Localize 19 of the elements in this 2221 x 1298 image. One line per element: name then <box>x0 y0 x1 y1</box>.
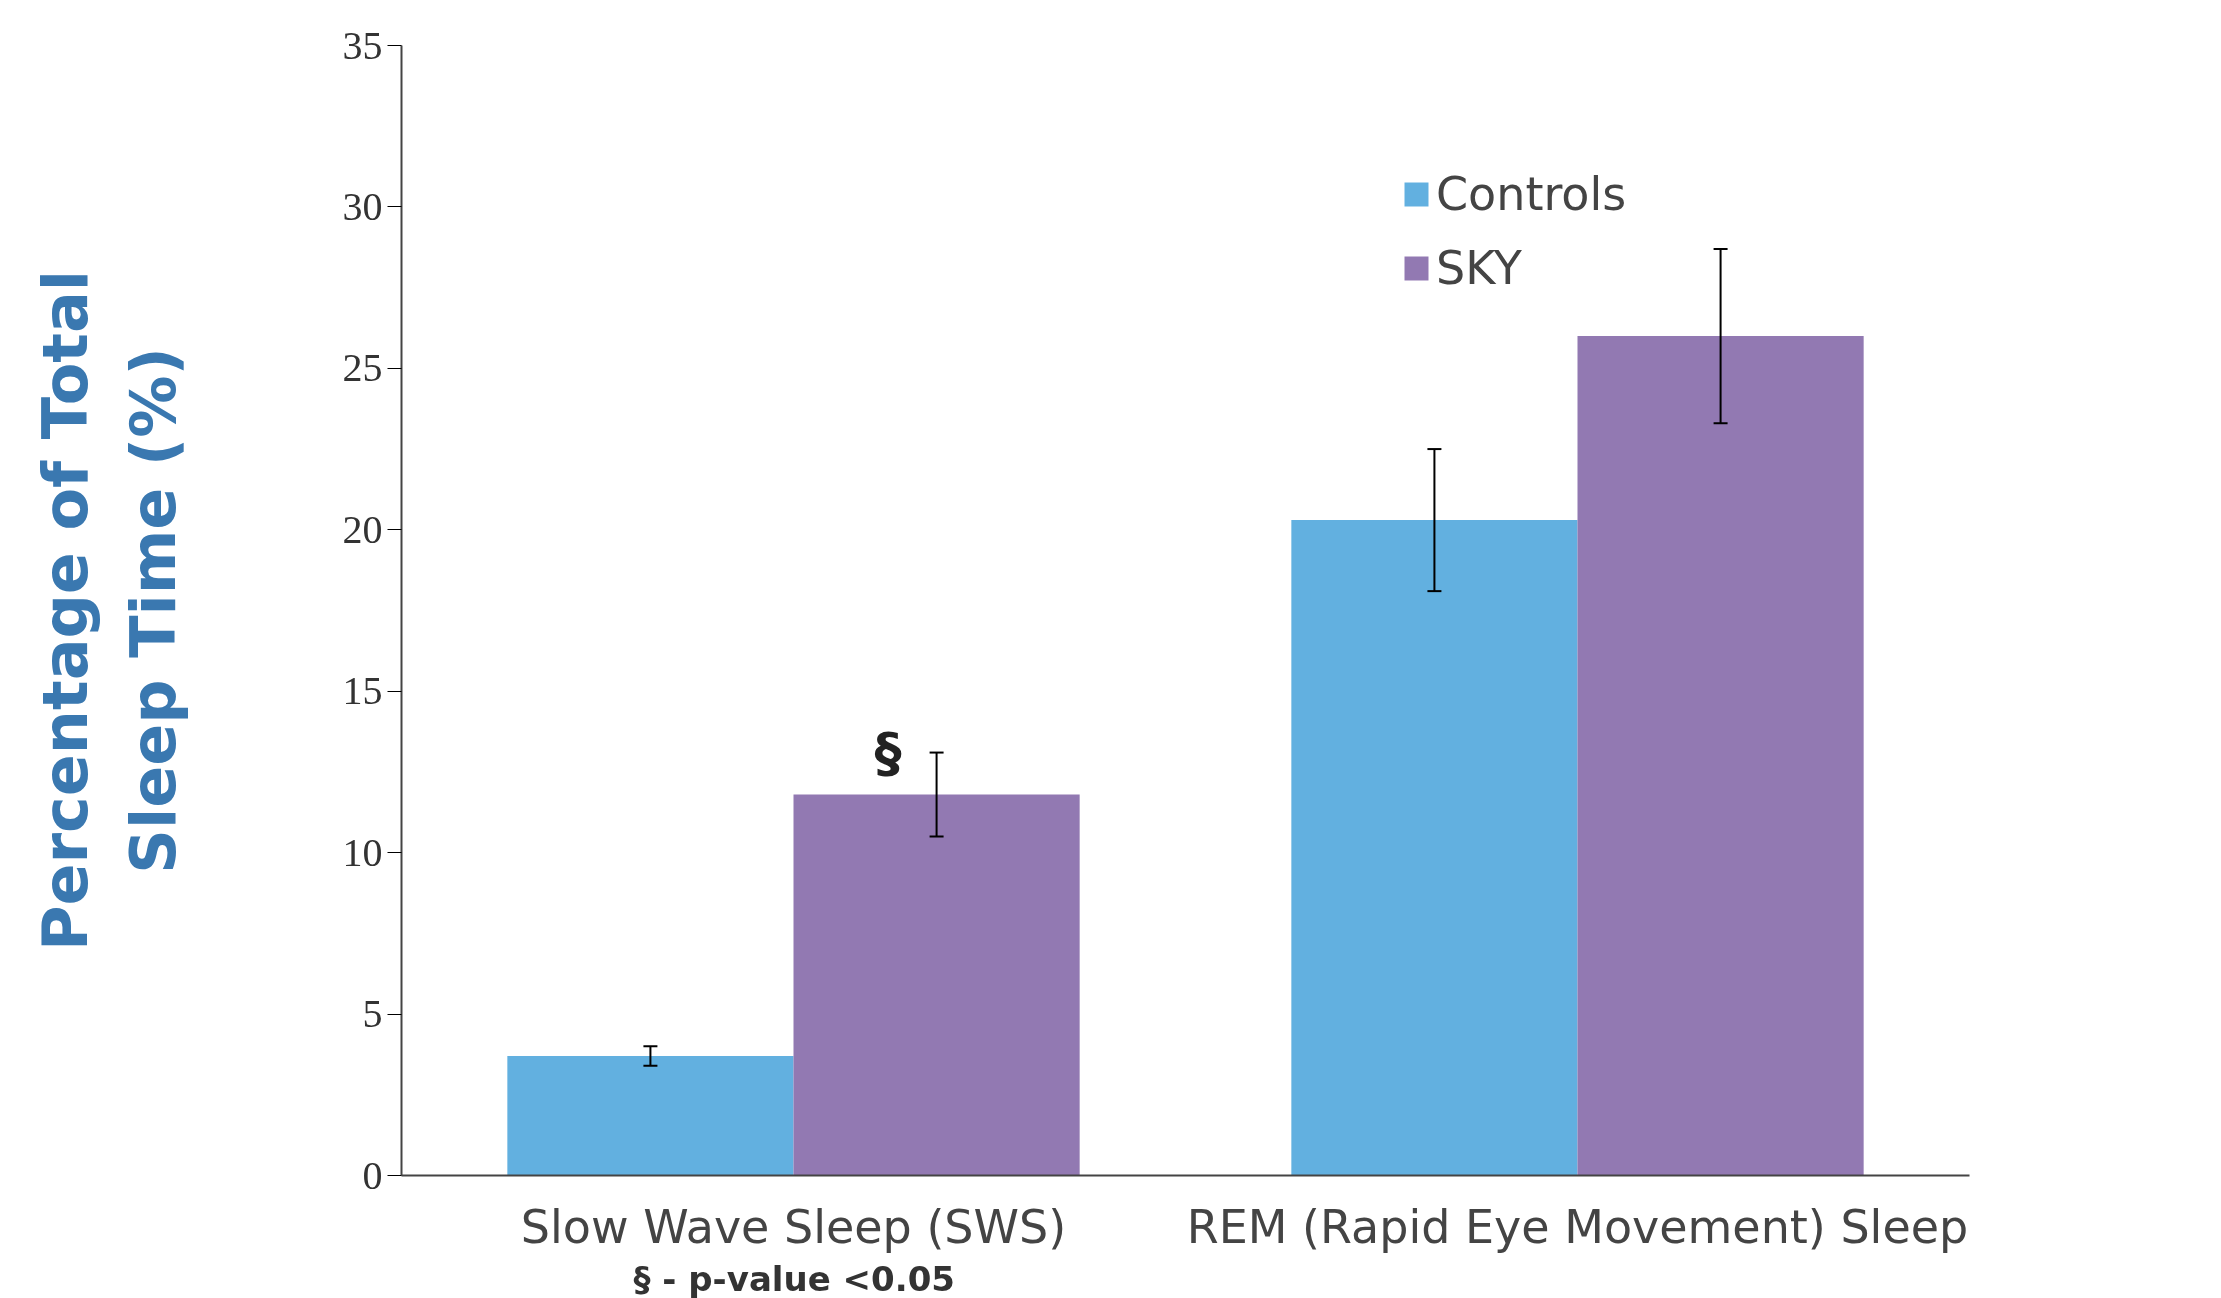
annotation: § <box>874 721 902 785</box>
y-tick-label: 20 <box>342 506 383 552</box>
y-tick-label: 35 <box>342 22 383 68</box>
x-tick-label: REM (Rapid Eye Movement) Sleep <box>1186 1199 1969 1254</box>
bar <box>507 1056 794 1176</box>
y-tick-label: 15 <box>342 668 383 714</box>
y-tick-label: 0 <box>362 1152 383 1198</box>
bar <box>793 794 1080 1176</box>
y-tick-label: 25 <box>342 345 383 391</box>
legend-label: Controls <box>1436 167 1627 221</box>
y-axis-title: Percentage of Total Sleep Time (%) <box>28 269 190 952</box>
y-tick-label: 5 <box>362 991 383 1037</box>
y-tick-label: 30 <box>342 183 383 229</box>
legend-label: SKY <box>1436 241 1522 295</box>
x-tick-label: Slow Wave Sleep (SWS) <box>520 1199 1067 1254</box>
bar <box>1577 336 1864 1176</box>
bar <box>1291 520 1578 1176</box>
y-tick-label: 10 <box>342 829 383 875</box>
text: § - p-value <0.05 <box>633 1258 955 1298</box>
